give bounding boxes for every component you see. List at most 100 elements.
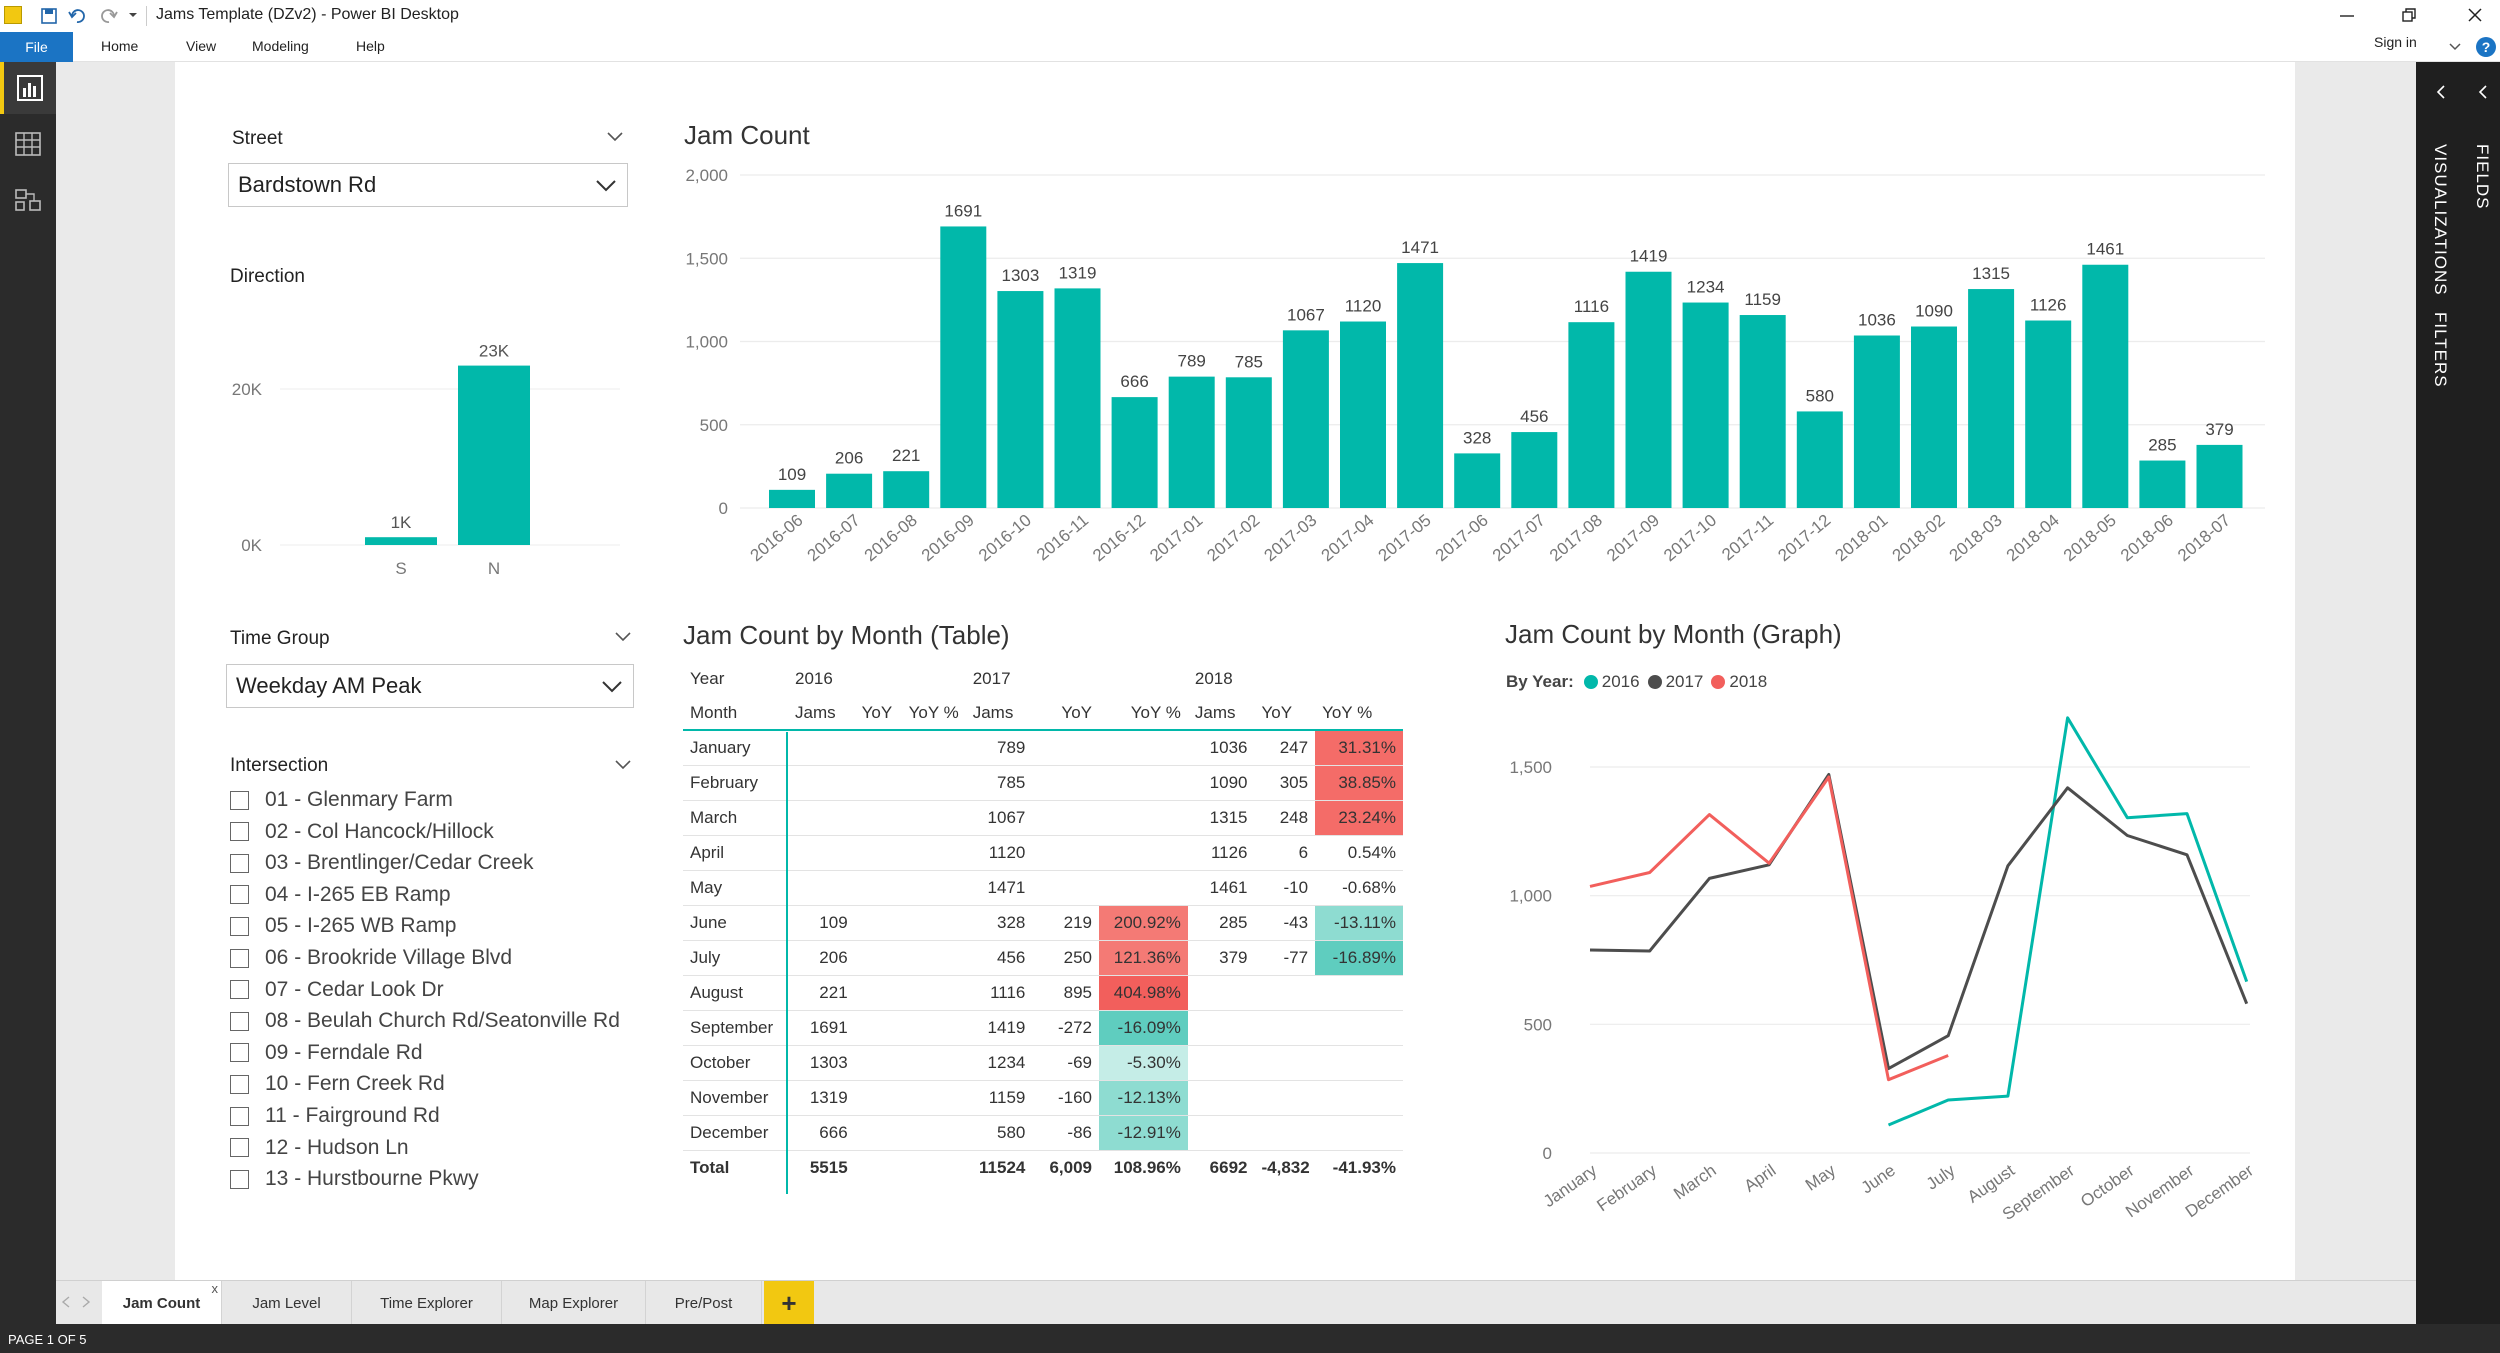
checkbox[interactable] (230, 885, 249, 905)
restore-icon[interactable] (2400, 6, 2418, 24)
close-window-icon[interactable] (2466, 6, 2484, 24)
total-cell: 6,009 (1049, 1157, 1092, 1177)
time-group-dropdown[interactable]: Weekday AM Peak (226, 664, 634, 708)
time-group-collapse-icon[interactable] (614, 630, 632, 644)
table-cell (1254, 1115, 1316, 1151)
tab-file[interactable]: File (0, 32, 73, 62)
column-header[interactable]: Jams (1187, 696, 1255, 731)
year-2018-header[interactable]: 2018 (1194, 669, 1233, 688)
street-slicer-collapse-icon[interactable] (606, 130, 624, 144)
intersection-option[interactable]: 01 - Glenmary Farm (230, 785, 453, 815)
checkbox[interactable] (230, 822, 249, 842)
tab-help[interactable]: Help (356, 38, 385, 54)
quick-access-dropdown-icon[interactable] (128, 10, 138, 20)
column-header[interactable]: YoY (854, 696, 900, 731)
table-cell: 219 (1032, 905, 1099, 941)
table-cell: 1471 (965, 870, 1033, 906)
intersection-option[interactable]: 12 - Hudson Ln (230, 1133, 409, 1163)
minimize-icon[interactable] (2338, 8, 2356, 24)
checkbox[interactable] (230, 1138, 249, 1158)
sign-in-link[interactable]: Sign in (2374, 34, 2417, 50)
tab-view[interactable]: View (186, 38, 217, 54)
intersection-option[interactable]: 07 - Cedar Look Dr (230, 975, 444, 1005)
table-cell: 247 (1254, 730, 1316, 766)
fields-pane-tab[interactable]: FIELDS (2473, 144, 2492, 210)
page-tab-time-explorer[interactable]: Time Explorer (352, 1281, 502, 1325)
x-tick-label: 2017-07 (1489, 511, 1549, 566)
help-icon[interactable]: ? (2476, 37, 2496, 57)
column-header[interactable]: YoY (1032, 696, 1099, 731)
collapse-ribbon-icon[interactable] (2448, 40, 2462, 54)
checkbox[interactable] (230, 916, 249, 936)
page-tab-jam-level[interactable]: Jam Level (222, 1281, 352, 1325)
column-header[interactable]: YoY % (1099, 696, 1188, 731)
scroll-tabs-left-icon[interactable] (60, 1295, 72, 1309)
table-cell: 1303 (788, 1045, 855, 1081)
checkbox[interactable] (230, 1169, 249, 1189)
tab-home[interactable]: Home (101, 38, 139, 54)
data-label: 221 (892, 446, 920, 465)
checkbox[interactable] (230, 948, 249, 968)
collapse-visualizations-icon[interactable] (2434, 84, 2448, 100)
data-view-button[interactable] (0, 118, 56, 170)
intersection-option[interactable]: 03 - Brentlinger/Cedar Creek (230, 848, 533, 878)
redo-icon[interactable] (98, 7, 118, 25)
save-icon[interactable] (40, 7, 58, 25)
model-view-button[interactable] (0, 174, 56, 226)
checkbox[interactable] (230, 1074, 249, 1094)
report-view-button[interactable] (0, 62, 56, 114)
intersection-option[interactable]: 06 - Brookride Village Blvd (230, 943, 512, 973)
table-cell (1254, 975, 1316, 1011)
x-tick-label: 2018-06 (2117, 511, 2177, 566)
checkbox[interactable] (230, 853, 249, 873)
column-header[interactable]: YoY % (899, 696, 966, 731)
intersection-option[interactable]: 10 - Fern Creek Rd (230, 1069, 445, 1099)
graph-title: Jam Count by Month (Graph) (1505, 619, 1842, 649)
undo-icon[interactable] (68, 7, 88, 25)
legend-label-2016[interactable]: 2016 (1601, 672, 1640, 691)
intersection-option[interactable]: 13 - Hurstbourne Pkwy (230, 1164, 479, 1194)
tab-modeling[interactable]: Modeling (252, 38, 309, 54)
table-cell (1099, 800, 1188, 836)
column-header[interactable]: Jams (965, 696, 1033, 731)
visualizations-pane-tab[interactable]: VISUALIZATIONS (2431, 144, 2450, 296)
legend-label-2018[interactable]: 2018 (1729, 672, 1768, 691)
filters-pane-tab[interactable]: FILTERS (2431, 312, 2450, 388)
intersection-option[interactable]: 04 - I-265 EB Ramp (230, 880, 451, 910)
checkbox[interactable] (230, 1011, 249, 1031)
year-2016-header[interactable]: 2016 (795, 669, 833, 688)
scroll-tabs-right-icon[interactable] (80, 1295, 92, 1309)
checkbox[interactable] (230, 1106, 249, 1126)
year-2017-header[interactable]: 2017 (972, 669, 1011, 688)
page-indicator: PAGE 1 OF 5 (8, 1332, 87, 1347)
close-tab-icon[interactable]: x (211, 1281, 219, 1296)
total-cell (899, 1150, 966, 1185)
table-cell: 580 (965, 1115, 1033, 1151)
intersection-option[interactable]: 02 - Col Hancock/Hillock (230, 817, 494, 847)
column-header[interactable]: YoY (1254, 696, 1316, 731)
checkbox[interactable] (230, 790, 249, 810)
add-page-button[interactable]: + (764, 1281, 814, 1325)
intersection-collapse-icon[interactable] (614, 758, 632, 772)
collapse-fields-icon[interactable] (2476, 84, 2490, 100)
legend-label-2017[interactable]: 2017 (1665, 672, 1704, 691)
table-cell: -13.11% (1315, 905, 1403, 941)
checkbox[interactable] (230, 980, 249, 1000)
intersection-option[interactable]: 11 - Fairground Rd (230, 1101, 440, 1131)
page-tab-jam-count[interactable]: Jam Count x (102, 1281, 222, 1325)
page-tab-pre-post[interactable]: Pre/Post (646, 1281, 762, 1325)
column-header[interactable]: Jams (788, 696, 855, 731)
page-tab-map-explorer[interactable]: Map Explorer (502, 1281, 646, 1325)
table-cell (899, 765, 966, 801)
street-dropdown[interactable]: Bardstown Rd (228, 163, 628, 207)
intersection-option[interactable]: 08 - Beulah Church Rd/Seatonville Rd (230, 1006, 620, 1036)
table-cell: 121.36% (1099, 940, 1188, 976)
intersection-option[interactable]: 05 - I-265 WB Ramp (230, 911, 456, 941)
x-tick-label: 2017-10 (1660, 511, 1720, 566)
column-header[interactable]: YoY % (1315, 696, 1403, 731)
x-tick-label: February (1593, 1160, 1660, 1215)
table-cell: 895 (1032, 975, 1099, 1011)
intersection-option[interactable]: 09 - Ferndale Rd (230, 1038, 423, 1068)
table-cell (854, 730, 900, 766)
checkbox[interactable] (230, 1043, 249, 1063)
